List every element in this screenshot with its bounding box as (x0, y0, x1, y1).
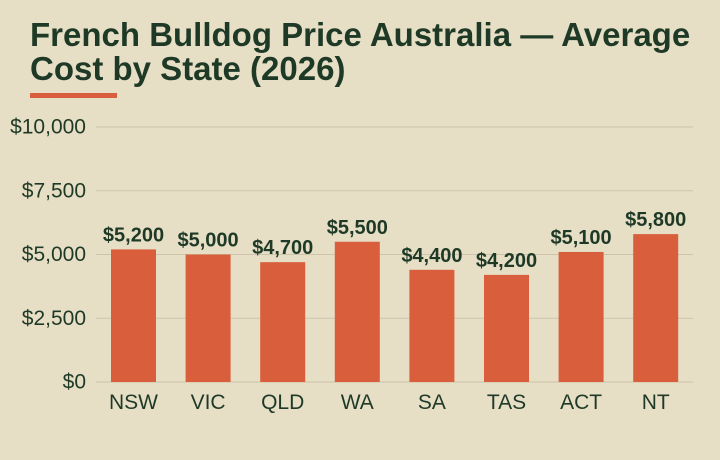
bar-act (558, 251, 604, 382)
title-underline (30, 93, 117, 98)
x-tick-label-wa: WA (341, 391, 374, 414)
data-label-wa: $5,500 (327, 217, 388, 239)
data-label-sa: $4,400 (401, 245, 462, 267)
data-label-qld: $4,700 (252, 237, 313, 259)
data-label-act: $5,100 (551, 227, 612, 249)
bar-qld (260, 262, 306, 382)
data-label-tas: $4,200 (476, 250, 537, 272)
x-tick-label-act: ACT (560, 391, 602, 414)
x-tick-label-sa: SA (418, 391, 446, 414)
bar-tas (484, 274, 529, 382)
chart-title: French Bulldog Price Australia — Average… (30, 16, 691, 87)
data-labels: $5,200 $5,000 $4,700 $5,500 $4,400 $4,200 $5,1… (103, 209, 686, 272)
y-tick-label: $0 (63, 371, 86, 394)
x-tick-label-qld: QLD (261, 391, 304, 414)
data-label-nt: $5,800 (625, 209, 686, 231)
x-tick-label-tas: TAS (487, 391, 526, 414)
y-axis-tick-labels: $0 $2,500 $5,000 $7,500 $10,000 (10, 116, 86, 394)
data-label-nsw: $5,200 (103, 224, 164, 246)
y-tick-label: $5,000 (22, 243, 86, 266)
data-label-vic: $5,000 (178, 230, 239, 252)
bar-vic (185, 254, 231, 382)
x-tick-label-vic: VIC (191, 391, 226, 414)
y-tick-label: $7,500 (22, 179, 86, 202)
bar-nsw (111, 249, 156, 382)
y-tick-label: $2,500 (22, 307, 86, 330)
y-tick-label: $10,000 (10, 116, 86, 139)
bars (111, 234, 679, 382)
bar-nt (633, 234, 679, 382)
x-tick-label-nsw: NSW (109, 391, 158, 414)
bar-wa (334, 241, 380, 382)
title-block: French Bulldog Price Australia — Average… (30, 18, 710, 86)
x-tick-label-nt: NT (642, 391, 670, 414)
x-axis-tick-labels: NSW VIC QLD WA SA TAS ACT NT (109, 391, 670, 414)
bar-sa (409, 269, 455, 382)
